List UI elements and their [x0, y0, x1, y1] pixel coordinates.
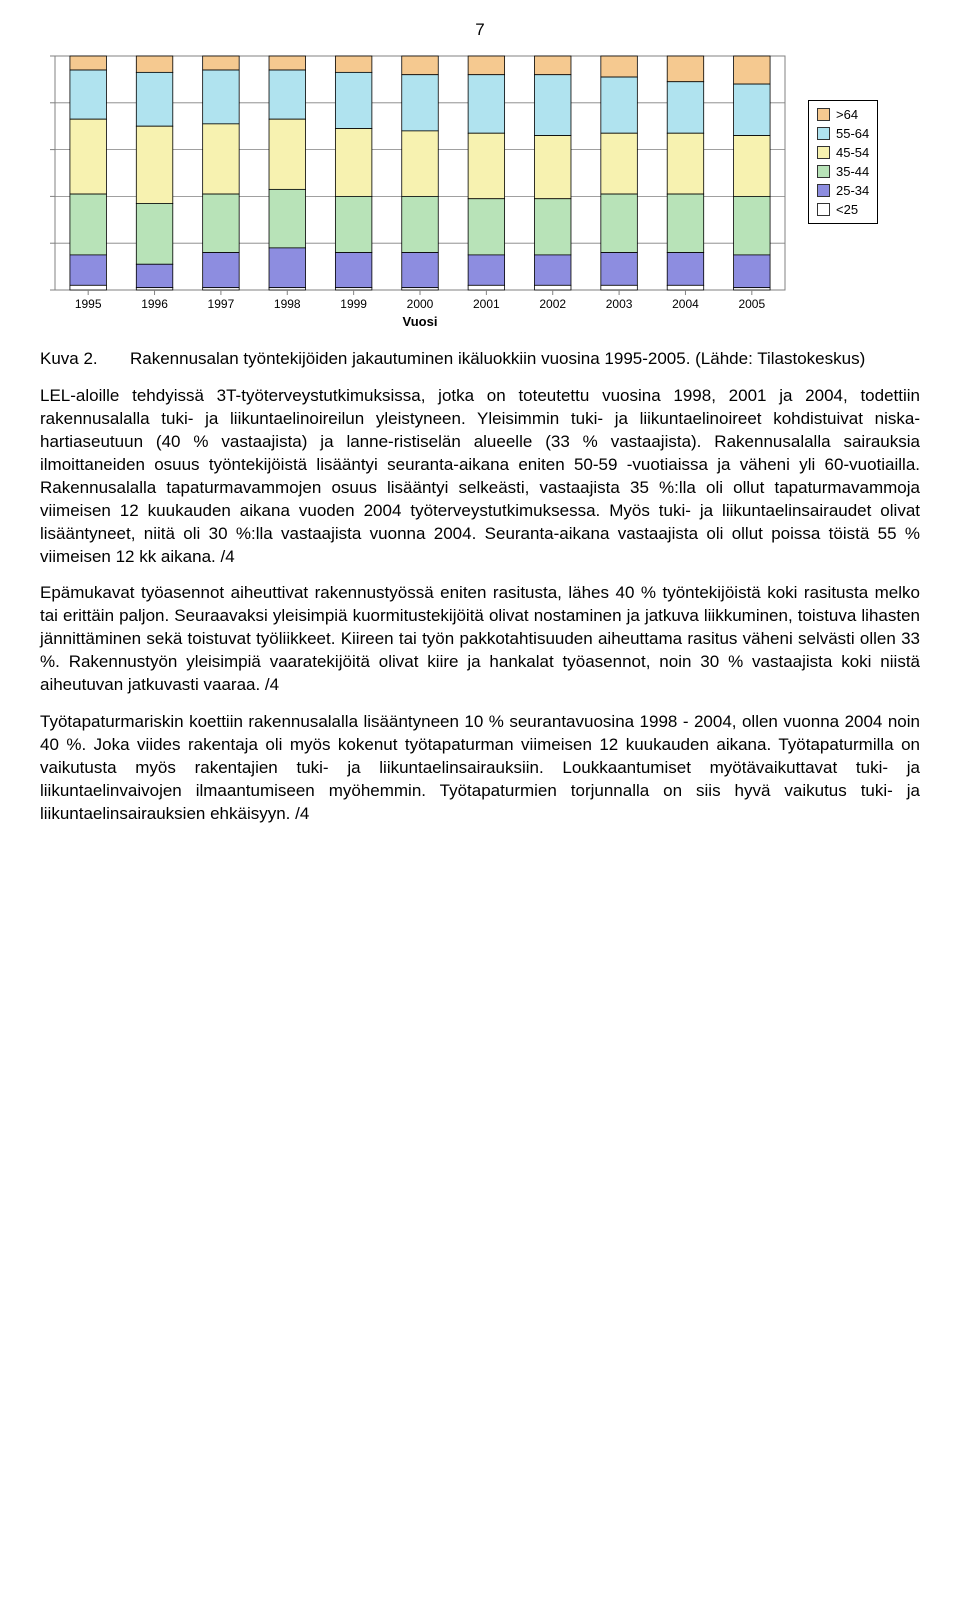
legend-item: 55-64	[817, 124, 869, 143]
body-paragraph: Työtapaturmariskin koettiin rakennusalal…	[40, 711, 920, 826]
legend-item: 35-44	[817, 162, 869, 181]
svg-text:2002: 2002	[539, 297, 566, 311]
chart-canvas: 1995 1996 1997 1998 1999 2000 2001 2002 2003 2004…	[40, 50, 800, 330]
svg-text:Vuosi: Vuosi	[403, 314, 438, 329]
svg-text:1997: 1997	[208, 297, 235, 311]
body-paragraph: LEL-aloille tehdyissä 3T-työterveystutki…	[40, 385, 920, 569]
svg-text:1996: 1996	[141, 297, 168, 311]
svg-text:1999: 1999	[340, 297, 367, 311]
chart-legend: >64 55-64 45-54 35-44 25-34 <25	[808, 100, 878, 224]
legend-swatch	[817, 146, 830, 159]
svg-text:1995: 1995	[75, 297, 102, 311]
figure-label: Kuva 2.	[40, 348, 130, 371]
legend-label: 55-64	[836, 126, 869, 141]
legend-label: >64	[836, 107, 858, 122]
legend-item: >64	[817, 105, 869, 124]
svg-text:2001: 2001	[473, 297, 500, 311]
legend-swatch	[817, 165, 830, 178]
svg-text:1998: 1998	[274, 297, 301, 311]
legend-item: 45-54	[817, 143, 869, 162]
legend-label: <25	[836, 202, 858, 217]
legend-item: <25	[817, 200, 869, 219]
legend-label: 45-54	[836, 145, 869, 160]
legend-swatch	[817, 184, 830, 197]
legend-swatch	[817, 203, 830, 216]
age-distribution-chart: 1995 1996 1997 1998 1999 2000 2001 2002 2003 2004…	[40, 50, 920, 330]
svg-text:2003: 2003	[606, 297, 633, 311]
figure-caption: Kuva 2. Rakennusalan työntekijöiden jaka…	[40, 348, 920, 371]
body-paragraph: Epämukavat työasennot aiheuttivat rakenn…	[40, 582, 920, 697]
figure-caption-text: Rakennusalan työntekijöiden jakautuminen…	[130, 348, 920, 371]
svg-text:2005: 2005	[738, 297, 765, 311]
legend-item: 25-34	[817, 181, 869, 200]
document-page: 7 1995 1996 1997 1998 1999 2000 2001 2002 2003 20…	[0, 0, 960, 880]
legend-label: 25-34	[836, 183, 869, 198]
svg-text:2000: 2000	[407, 297, 434, 311]
legend-swatch	[817, 108, 830, 121]
legend-swatch	[817, 127, 830, 140]
svg-text:2004: 2004	[672, 297, 699, 311]
legend-label: 35-44	[836, 164, 869, 179]
page-number: 7	[40, 20, 920, 40]
